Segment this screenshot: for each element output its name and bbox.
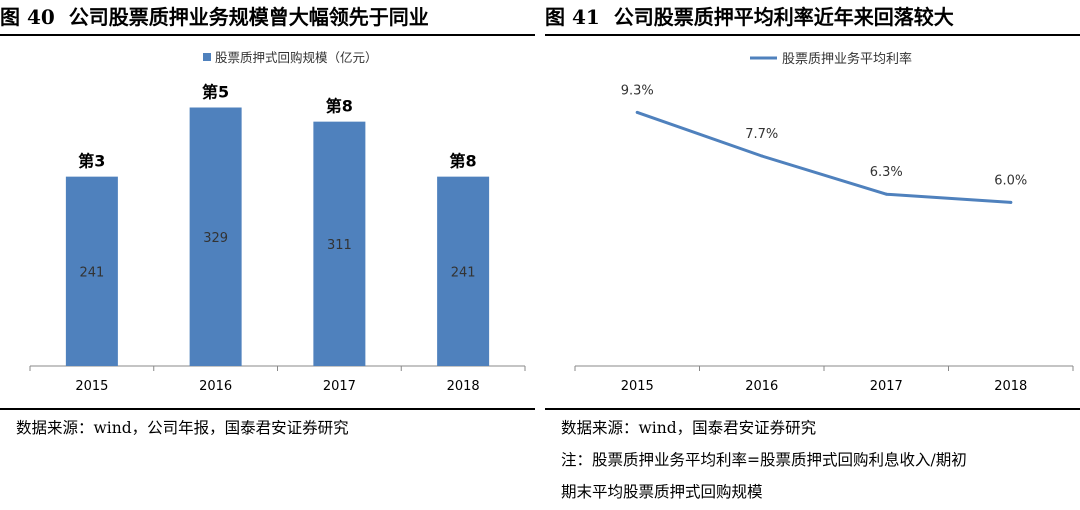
data-point [884,192,888,196]
legend: 股票质押式回购规模（亿元） [203,50,378,65]
figure-title: 图 41 公司股票质押平均利率近年来回落较大 [545,2,1080,36]
source-notes: 数据来源：wind，公司年报，国泰君安证券研究 [16,412,536,444]
bar [189,107,242,366]
title-divider [545,34,1080,36]
bar-value-label: 241 [451,265,476,280]
bar [437,176,490,366]
x-tick-label: 2015 [75,379,108,394]
note-line-1: 注：股票质押业务平均利率=股票质押式回购利息收入/期初 [561,451,967,469]
bar-rank-label: 第3 [78,152,105,171]
source-text: 数据来源：wind，公司年报，国泰君安证券研究 [16,419,349,437]
bar [313,121,366,367]
bar-value-label: 329 [203,231,228,246]
figure-title: 图 40 公司股票质押业务规模曾大幅领先于同业 [0,2,535,36]
bar-value-label: 241 [79,265,104,280]
bar-value-label: 311 [327,238,352,253]
bar [65,176,118,366]
source-notes: 数据来源：wind，国泰君安证券研究 注：股票质押业务平均利率=股票质押式回购利… [561,412,1080,508]
right-chart-panel: 图 41 公司股票质押平均利率近年来回落较大 9.3% 2015 7.7% 2016 6.… [545,0,1080,510]
line-chart: 9.3% 2015 7.7% 2016 6.3% 2017 6.0% 2018 股票质押业务平… [574,51,1074,394]
data-value-label: 9.3% [621,83,654,98]
data-value-label: 6.3% [870,165,903,180]
x-tick-label: 2017 [870,379,903,394]
data-point [1009,200,1013,204]
figure-title-text: 公司股票质押平均利率近年来回落较大 [613,5,954,29]
legend-swatch [203,53,211,61]
chart-divider [545,408,1080,410]
bar-chart: 241 第3 2015 329 第5 2016 311 第8 2017 241 第8 2018 股票质… [29,50,526,394]
x-tick-label: 2017 [323,379,356,394]
bar-rank-label: 第8 [450,152,477,171]
left-chart-panel: 图 40 公司股票质押业务规模曾大幅领先于同业 241 第3 2015 329 第5 201… [0,0,535,510]
x-tick-label: 2015 [621,379,654,394]
figure-number: 图 40 [0,5,55,29]
figure-title-text: 公司股票质押业务规模曾大幅领先于同业 [68,5,429,29]
x-tick-label: 2018 [447,379,480,394]
data-point [635,110,639,114]
legend: 股票质押业务平均利率 [750,51,912,67]
data-point [760,154,764,158]
series-line [635,110,1013,204]
x-tick-label: 2016 [745,379,778,394]
source-text: 数据来源：wind，国泰君安证券研究 [561,419,817,437]
data-value-label: 7.7% [745,127,778,142]
bar-rank-label: 第8 [326,97,353,116]
x-tick-label: 2016 [199,379,232,394]
title-divider [0,34,535,36]
legend-label: 股票质押业务平均利率 [782,51,912,67]
legend-label: 股票质押式回购规模（亿元） [215,50,378,65]
figure-number: 图 41 [545,5,600,29]
bar-rank-label: 第5 [202,83,229,102]
note-line-2: 期末平均股票质押式回购规模 [561,483,763,501]
data-value-label: 6.0% [994,173,1027,188]
x-tick-label: 2018 [994,379,1027,394]
chart-divider [0,408,535,410]
